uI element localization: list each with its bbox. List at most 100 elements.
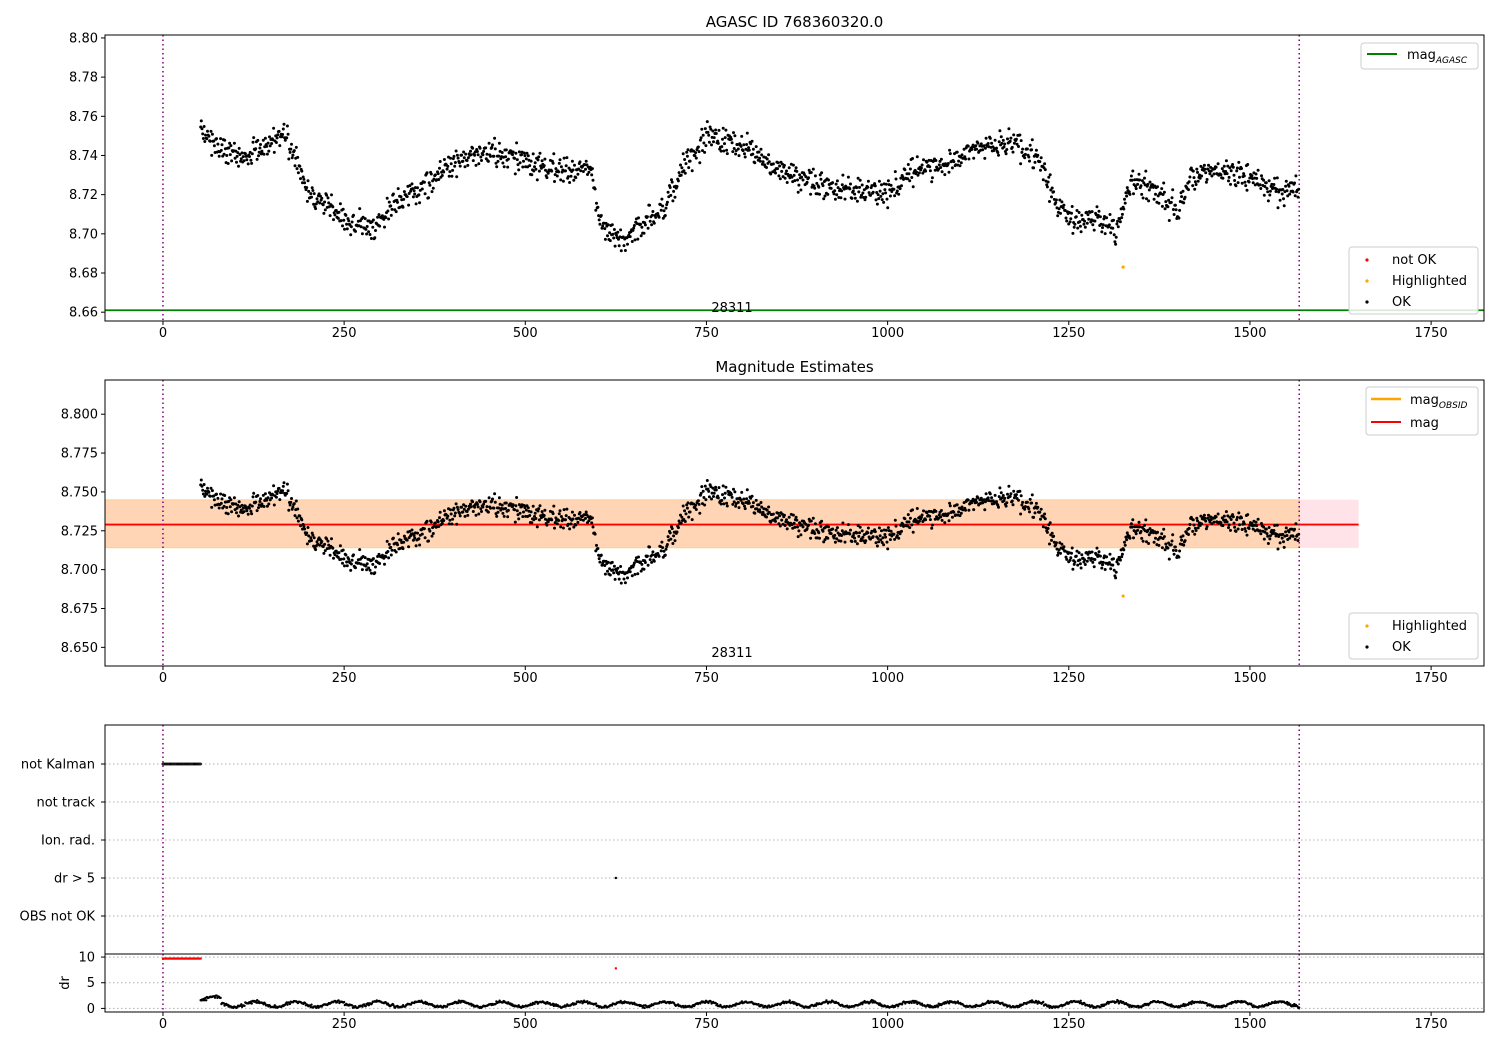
ok-point <box>572 178 576 182</box>
ok-point <box>251 495 255 499</box>
ok-point <box>272 150 276 154</box>
ok-point <box>1281 188 1285 191</box>
ok-point <box>673 195 677 199</box>
ok-point <box>322 551 326 555</box>
ok-point <box>1231 515 1235 519</box>
ok-point <box>262 505 266 508</box>
ok-point <box>1079 230 1083 234</box>
ok-point <box>1122 207 1126 211</box>
ok-point <box>705 120 709 124</box>
ok-point <box>513 508 517 512</box>
ok-point <box>1043 512 1047 516</box>
ok-point <box>396 543 399 547</box>
ok-point <box>571 168 575 172</box>
ok-point <box>601 224 605 228</box>
ok-point <box>1163 548 1167 552</box>
ok-point <box>514 151 518 155</box>
ok-point <box>851 534 855 538</box>
ok-point <box>733 134 737 138</box>
ok-point <box>997 140 1001 144</box>
mag-agasc-legend-label: magAGASC <box>1407 48 1468 66</box>
panel1-xtick-label-5: 1250 <box>1052 326 1085 341</box>
ok-point <box>778 524 782 528</box>
ok-point <box>848 187 852 191</box>
ok-point <box>703 127 707 131</box>
ok-point <box>1083 219 1087 223</box>
ok-point <box>491 143 494 147</box>
ok-point <box>777 522 781 526</box>
ok-point <box>733 490 737 494</box>
ok-point <box>1254 520 1258 524</box>
ok-point <box>321 545 325 549</box>
ok-point <box>542 514 546 517</box>
ok-point <box>440 174 444 177</box>
ok-point <box>777 174 781 178</box>
ok-point <box>694 151 698 155</box>
ok-point <box>619 581 623 585</box>
ok-point <box>486 510 490 514</box>
ok-point <box>287 157 291 161</box>
ok-point <box>1156 530 1159 534</box>
ok-point <box>255 157 259 161</box>
ok-point <box>386 550 390 553</box>
ok-point <box>1264 527 1268 531</box>
ok-point <box>876 537 880 540</box>
ok-point <box>698 511 702 515</box>
ok-point <box>561 526 565 530</box>
ok-point <box>246 162 250 166</box>
ok-point <box>975 500 978 504</box>
ok-point <box>646 226 650 230</box>
ok-point <box>433 173 437 177</box>
ok-point <box>1171 533 1175 537</box>
panel2-xtick-label-1: 250 <box>332 671 357 686</box>
ok-point <box>704 144 708 148</box>
ok-point <box>1263 185 1267 188</box>
ok-point <box>707 495 711 499</box>
ok-point <box>1065 219 1069 223</box>
ok-point <box>565 156 569 160</box>
ok-point <box>1078 220 1082 224</box>
ok-point <box>1235 169 1239 173</box>
ok-point <box>723 142 726 146</box>
ok-point <box>995 500 998 504</box>
ok-point <box>1020 150 1024 154</box>
ok-point <box>564 164 568 168</box>
ok-point <box>1054 541 1058 545</box>
ok-legend-marker-2 <box>1365 645 1369 649</box>
ok-point <box>318 543 322 547</box>
ok-point <box>769 520 773 524</box>
ok-point <box>877 179 881 183</box>
ok-point <box>696 145 700 149</box>
ok-point <box>652 221 656 225</box>
ok-point <box>924 169 928 173</box>
ok-point <box>595 201 598 205</box>
ok-point <box>751 147 755 151</box>
ok-point <box>460 153 464 157</box>
ok-point <box>919 166 923 170</box>
ok-point <box>320 196 324 200</box>
ok-point <box>725 152 729 156</box>
dr-ok-point <box>574 1002 578 1005</box>
ok-point <box>776 161 780 165</box>
ok-point <box>270 142 274 145</box>
ok-point <box>984 136 988 140</box>
ok-point <box>210 132 214 136</box>
ok-point <box>333 213 337 217</box>
ok-point <box>515 496 519 499</box>
ok-point <box>694 503 698 507</box>
ok-point <box>1167 557 1171 561</box>
dr-ok-point <box>205 999 208 1002</box>
ok-point <box>1220 167 1224 171</box>
panel2-obsid-label: 28311 <box>711 646 752 661</box>
ok-point <box>792 521 796 525</box>
ok-point <box>274 495 278 499</box>
ok-point <box>1025 147 1029 151</box>
ok-point <box>1145 540 1148 544</box>
ok-point <box>670 180 674 184</box>
ok-points <box>199 119 1301 253</box>
ok-point <box>911 508 914 512</box>
ok-point <box>448 518 452 522</box>
ok-point <box>1242 522 1246 526</box>
ok-point <box>1131 169 1135 173</box>
ok-point <box>266 496 270 500</box>
